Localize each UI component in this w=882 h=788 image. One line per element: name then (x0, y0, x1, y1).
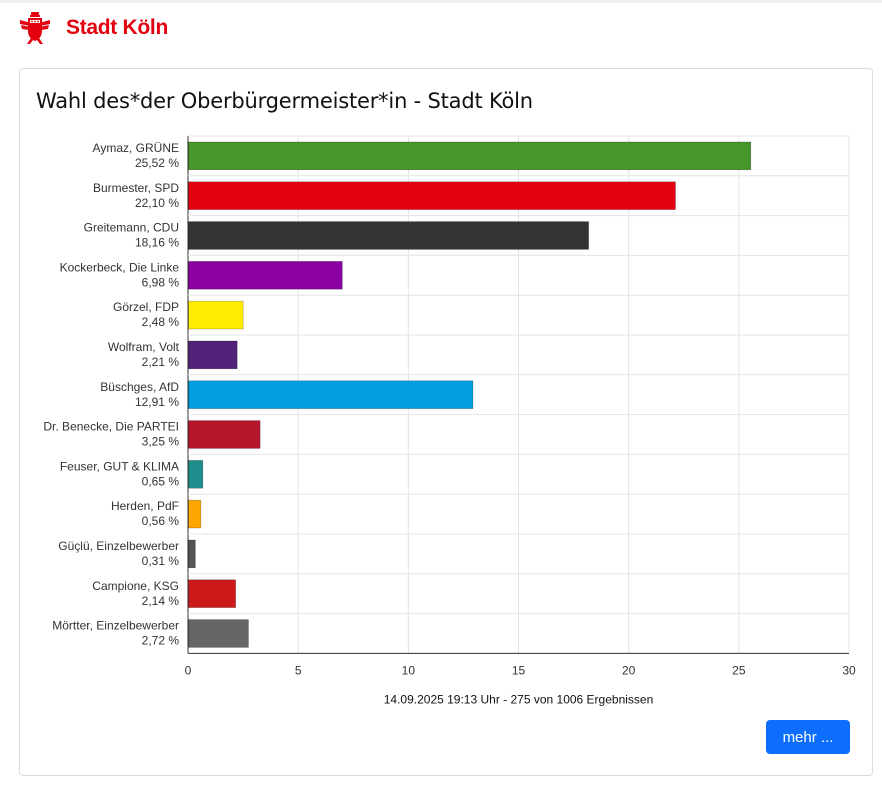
bar (188, 579, 236, 608)
category-label: Kockerbeck, Die Linke (60, 260, 180, 274)
value-label: 18,16 % (135, 236, 179, 250)
bar (188, 420, 261, 449)
coat-of-arms-icon[interactable] (18, 11, 52, 45)
value-label: 25,52 % (135, 156, 179, 170)
value-label: 2,21 % (142, 355, 180, 369)
value-label: 0,56 % (142, 514, 180, 528)
category-label: Büschges, AfD (100, 380, 179, 394)
value-label: 22,10 % (135, 196, 179, 210)
value-label: 0,65 % (142, 474, 180, 488)
value-label: 0,31 % (142, 554, 180, 568)
x-tick-label: 20 (622, 663, 636, 677)
bar (188, 221, 589, 250)
bar (188, 460, 204, 489)
x-tick-label: 15 (512, 663, 526, 677)
category-label: Güçlü, Einzelbewerber (58, 539, 179, 553)
x-tick-label: 10 (402, 663, 416, 677)
category-label: Dr. Benecke, Die PARTEI (43, 420, 179, 434)
top-border (0, 0, 882, 3)
bar (188, 300, 244, 330)
x-tick-label: 30 (842, 663, 856, 677)
site-header: Stadt Köln (18, 8, 168, 48)
category-label: Herden, PdF (111, 499, 179, 513)
brand-name[interactable]: Stadt Köln (66, 16, 168, 39)
card-title: Wahl des*der Oberbürgermeister*in - Stad… (36, 89, 533, 113)
x-tick-label: 25 (732, 663, 746, 677)
bar (188, 499, 202, 529)
bar (188, 340, 238, 370)
category-label: Greitemann, CDU (84, 221, 179, 235)
bar (188, 619, 249, 648)
x-tick-label: 5 (295, 663, 302, 677)
category-label: Aymaz, GRÜNE (93, 141, 179, 155)
value-label: 3,25 % (142, 435, 180, 449)
bar (188, 181, 676, 210)
value-label: 6,98 % (142, 275, 180, 289)
more-button[interactable]: mehr ... (766, 720, 850, 754)
value-label: 2,72 % (142, 634, 180, 648)
bar (188, 380, 474, 409)
status-text: 14.09.2025 19:13 Uhr - 275 von 1006 Erge… (384, 692, 654, 706)
category-label: Mörtter, Einzelbewerber (52, 619, 179, 633)
value-label: 2,48 % (142, 315, 180, 329)
category-label: Burmester, SPD (93, 181, 179, 195)
bar (188, 539, 196, 569)
bar (188, 141, 752, 171)
result-card: Wahl des*der Oberbürgermeister*in - Stad… (19, 68, 873, 776)
category-label: Campione, KSG (92, 579, 179, 593)
category-label: Wolfram, Volt (108, 340, 180, 354)
category-label: Görzel, FDP (113, 300, 179, 314)
value-label: 2,14 % (142, 594, 180, 608)
bar (188, 261, 343, 290)
category-label: Feuser, GUT & KLIMA (60, 459, 179, 473)
x-tick-label: 0 (185, 663, 192, 677)
value-label: 12,91 % (135, 395, 179, 409)
